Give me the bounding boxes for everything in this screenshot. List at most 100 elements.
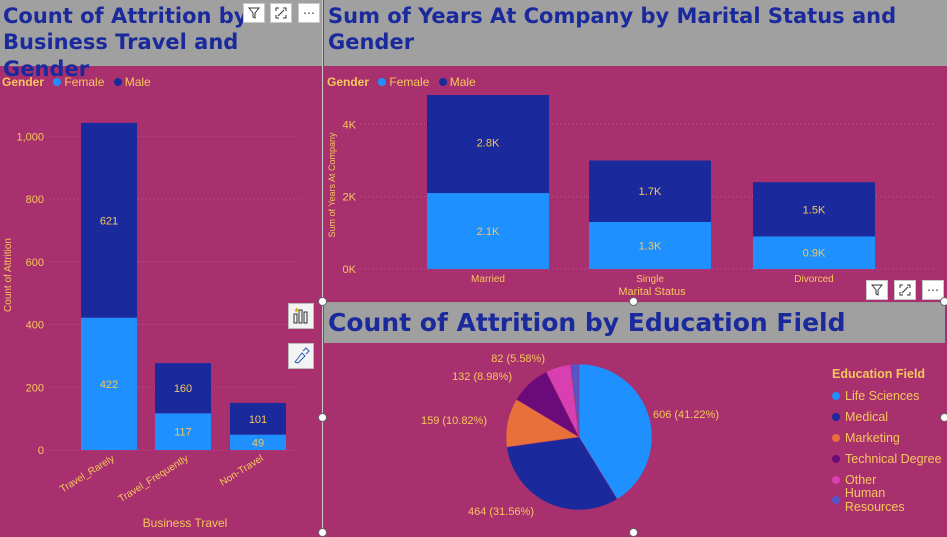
- data-label: 159 (10.82%): [421, 415, 487, 427]
- legend-label: Marketing: [845, 430, 900, 445]
- data-label: 606 (41.22%): [653, 409, 719, 421]
- bar-male: [427, 95, 549, 194]
- paintbrush-icon: [294, 347, 310, 364]
- data-label: 422: [100, 379, 118, 391]
- x-tick-label: Single: [636, 274, 664, 285]
- x-tick-label: Travel_Frequently: [117, 453, 191, 505]
- bar-male: [230, 402, 286, 435]
- data-label: 101: [249, 414, 267, 426]
- data-label: 1.7K: [639, 186, 662, 198]
- chart1-plot: 0 200 400 600 800 1,000 422 621 Travel_Rarely 117…: [3, 122, 300, 530]
- data-label: 1.5K: [803, 204, 826, 216]
- legend-dot: [832, 433, 840, 442]
- bar-male: [81, 122, 137, 318]
- bar-female: [155, 413, 211, 450]
- resize-handle[interactable]: [318, 297, 327, 306]
- legend-female-dot: [378, 78, 387, 86]
- legend-item-human-resources: Human Resources: [832, 486, 947, 514]
- legend-dot: [832, 454, 840, 463]
- resize-handle[interactable]: [629, 297, 638, 306]
- bar-female: [589, 221, 711, 269]
- chart3-focus-mode-button[interactable]: [894, 280, 916, 300]
- data-label: 1.3K: [639, 240, 662, 252]
- x-tick-label: Married: [471, 274, 505, 285]
- chart1-title-line2: Business Travel and Gender: [3, 30, 239, 81]
- y-axis-title: Sum of Years At Company: [327, 132, 337, 238]
- bar-male: [155, 363, 211, 414]
- y-tick-label: 0K: [343, 264, 357, 276]
- x-axis-title: Business Travel: [143, 516, 228, 530]
- data-label: 117: [174, 427, 192, 439]
- y-tick-label: 600: [26, 257, 44, 269]
- legend-male-label: Male: [124, 75, 151, 89]
- data-label: 160: [174, 383, 192, 395]
- chart3-filter-button[interactable]: [866, 280, 888, 300]
- filter-icon: [871, 284, 883, 296]
- legend-dot: [832, 392, 840, 401]
- filter-icon: [248, 7, 260, 19]
- legend-dot: [832, 475, 840, 484]
- legend-male-dot: [438, 78, 447, 86]
- data-label: 621: [100, 215, 118, 227]
- y-tick-label: 400: [26, 320, 44, 332]
- resize-handle[interactable]: [940, 297, 947, 306]
- x-axis-title: Marital Status: [618, 286, 686, 298]
- resize-handle[interactable]: [318, 413, 327, 422]
- chart1-more-options-button[interactable]: ⋯: [298, 3, 320, 23]
- vertical-divider: [322, 0, 323, 536]
- y-tick-label: 2K: [343, 192, 357, 204]
- chart3-legend-title: Education Field: [832, 367, 926, 381]
- chart1-title: Count of Attrition by Business Travel an…: [0, 0, 322, 81]
- chart2-title-line1: Sum of Years At Company by Marital Statu…: [328, 4, 897, 28]
- legend-item-life-sciences: Life Sciences: [832, 386, 947, 407]
- chart1-title-line1: Count of Attrition by: [3, 4, 248, 28]
- pie-slice: [506, 436, 618, 511]
- format-visual-button[interactable]: [288, 343, 314, 369]
- legend-label: Other: [845, 472, 877, 487]
- data-label: 2.1K: [477, 226, 500, 238]
- bar-female: [753, 236, 875, 269]
- resize-handle[interactable]: [940, 413, 947, 422]
- legend-male-label: Male: [449, 75, 476, 89]
- y-tick-label: 1,000: [16, 131, 44, 143]
- data-label: 464 (31.56%): [468, 506, 534, 518]
- legend-label: Life Sciences: [845, 389, 920, 404]
- bar-male: [753, 182, 875, 237]
- visual-suggestions-button[interactable]: [288, 303, 314, 329]
- chart3-title-text: Count of Attrition by Education Field: [328, 308, 846, 337]
- chart2-title-line2: Gender: [328, 30, 415, 55]
- bar-female: [81, 317, 137, 450]
- chart3-legend: Education Field Life Sciences Medical Ma…: [832, 367, 947, 514]
- legend-item-other: Other: [832, 469, 947, 490]
- y-axis-title: Count of Attrition: [3, 238, 14, 312]
- chart1-legend-title: Gender: [2, 75, 45, 89]
- chart3-more-options-button[interactable]: ⋯: [922, 280, 944, 300]
- pie-slice: [578, 363, 653, 500]
- focus-mode-icon: [899, 284, 911, 296]
- chart1-legend: Gender Female Male: [2, 75, 151, 89]
- data-label: 49: [252, 437, 264, 449]
- chart2-legend-title: Gender: [327, 75, 370, 89]
- legend-item-technical-degree: Technical Degree: [832, 448, 947, 469]
- legend-label: Technical Degree: [845, 451, 942, 466]
- legend-female-label: Female: [389, 75, 430, 89]
- focus-mode-icon: [275, 7, 287, 19]
- legend-label: Human Resources: [844, 486, 905, 515]
- chart2-title: Sum of Years At Company by Marital Statu…: [324, 0, 947, 66]
- y-tick-label: 800: [26, 194, 44, 206]
- y-tick-label: 200: [26, 382, 44, 394]
- x-tick-label: Non-Travel: [218, 453, 265, 488]
- legend-female-label: Female: [64, 75, 105, 89]
- legend-dot: [832, 413, 840, 422]
- legend-female-dot: [53, 78, 62, 86]
- legend-label: Medical: [845, 410, 889, 425]
- bar-female: [230, 434, 286, 450]
- legend-item-marketing: Marketing: [832, 428, 947, 449]
- x-tick-label: Divorced: [794, 274, 833, 285]
- chart1-focus-mode-button[interactable]: [270, 3, 292, 23]
- more-options-icon: ⋯: [927, 283, 939, 297]
- chart1-filter-button[interactable]: [243, 3, 265, 23]
- pie-slice: [570, 363, 580, 438]
- bar-chart-icon: [293, 307, 308, 324]
- x-tick-label: Travel_Rarely: [58, 453, 116, 495]
